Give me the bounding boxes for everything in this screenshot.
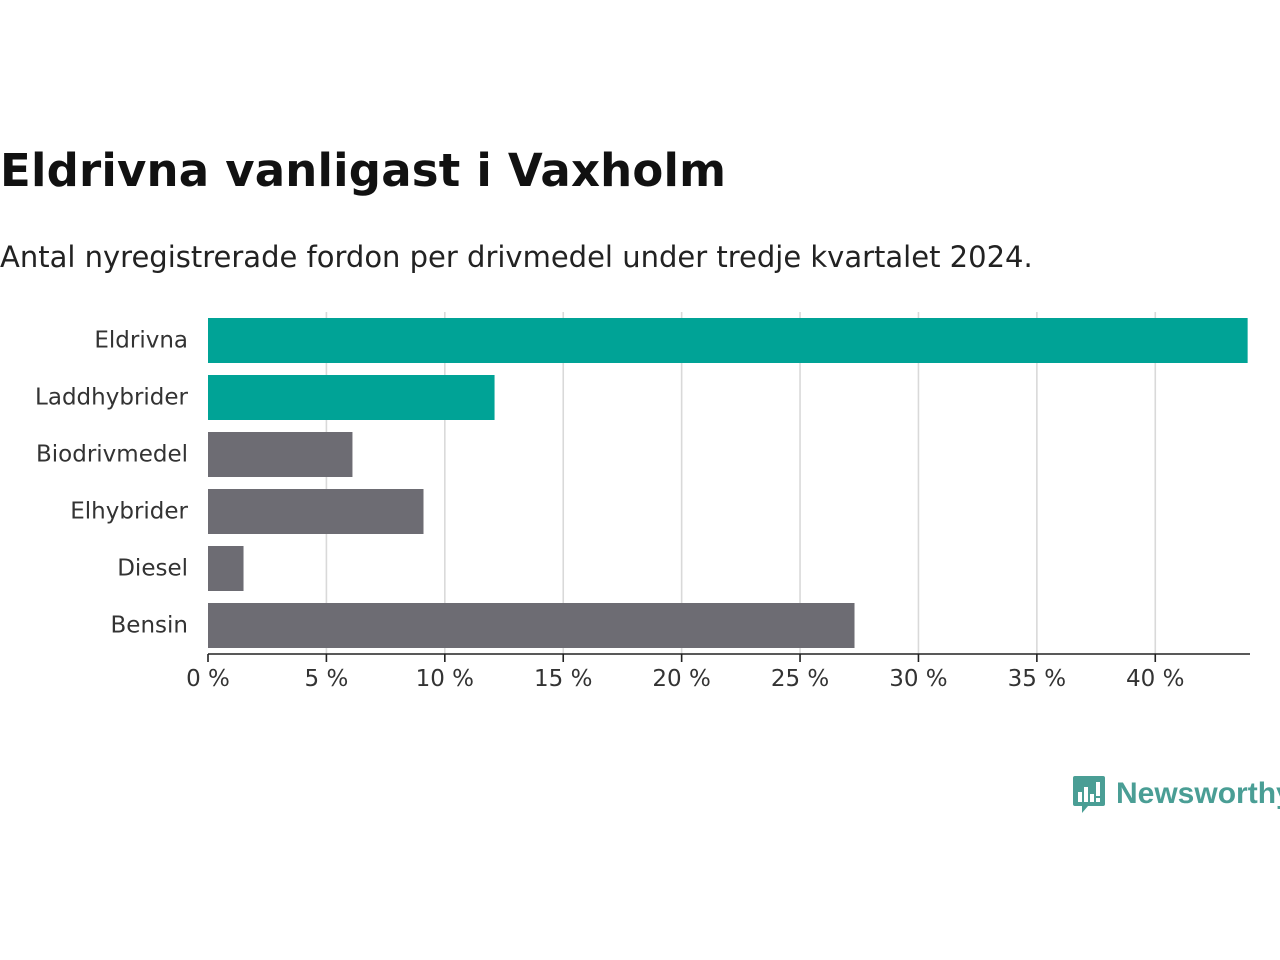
x-tick-label: 20 % xyxy=(652,666,710,692)
category-label: Bensin xyxy=(111,613,188,639)
bar-eldrivna xyxy=(208,318,1248,363)
x-tick-label: 5 % xyxy=(305,666,349,692)
category-label: Diesel xyxy=(117,556,188,582)
newsworthy-logo[interactable]: Newsworthy xyxy=(1072,772,1280,816)
category-label: Laddhybrider xyxy=(35,385,188,411)
chart-title: Eldrivna vanligast i Vaxholm xyxy=(0,144,727,197)
category-label: Eldrivna xyxy=(94,328,188,354)
bar-diesel xyxy=(208,546,244,591)
bar-laddhybrider xyxy=(208,375,495,420)
bar-biodrivmedel xyxy=(208,432,353,477)
category-label: Biodrivmedel xyxy=(36,442,188,468)
x-tick-label: 40 % xyxy=(1126,666,1184,692)
x-tick-label: 15 % xyxy=(534,666,592,692)
x-tick-label: 10 % xyxy=(416,666,474,692)
category-label: Elhybrider xyxy=(70,499,188,525)
x-tick-label: 30 % xyxy=(889,666,947,692)
bar-elhybrider xyxy=(208,489,424,534)
x-tick-label: 35 % xyxy=(1008,666,1066,692)
bar-bensin xyxy=(208,603,855,648)
chart-subtitle: Antal nyregistrerade fordon per drivmede… xyxy=(0,240,1033,274)
x-tick-label: 25 % xyxy=(771,666,829,692)
x-tick-label: 0 % xyxy=(186,666,230,692)
newsworthy-logo-icon xyxy=(1073,776,1105,813)
logo-text: Newsworthy xyxy=(1116,777,1280,810)
bar-chart: Eldrivna Laddhybrider Biodrivmedel Elhybrid… xyxy=(35,312,1250,692)
